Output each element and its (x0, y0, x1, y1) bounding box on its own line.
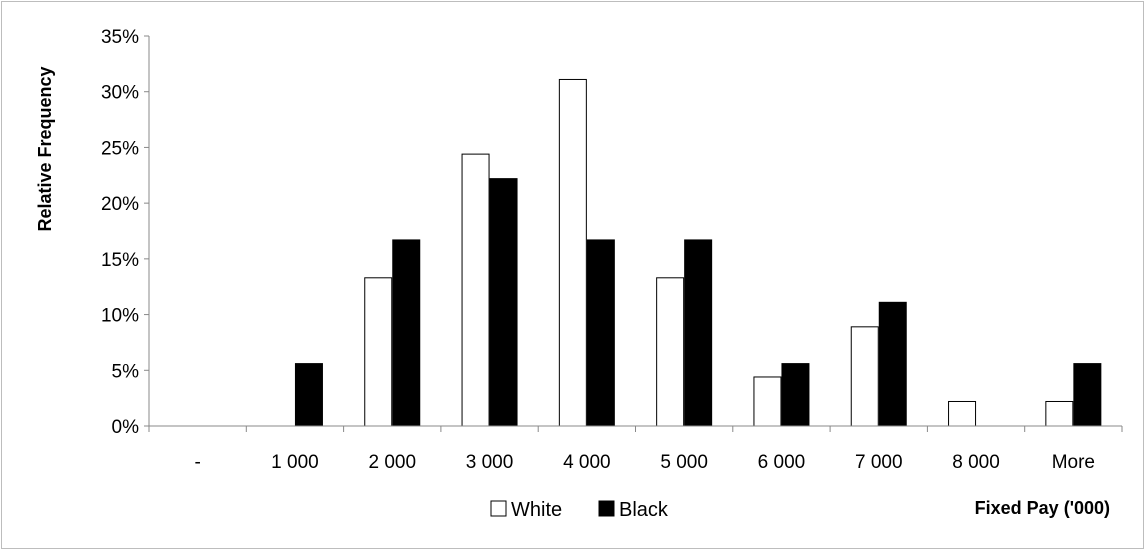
x-tick-label: - (194, 452, 200, 473)
legend-label-black: Black (619, 499, 669, 521)
x-tick-label: 8 000 (952, 452, 1000, 473)
bar-black (586, 239, 615, 427)
bar-white (1045, 400, 1074, 427)
axes-group (144, 35, 1123, 432)
x-axis-title: Fixed Pay ('000) (975, 498, 1110, 518)
x-tick-labels: - 1 000 2 000 3 000 4 000 5 000 6 000 7 000 8 00… (194, 452, 1095, 473)
bar-black (489, 178, 518, 427)
y-tick-label: 0% (112, 417, 140, 438)
bar-black (684, 239, 713, 427)
y-tick-label: 20% (101, 194, 139, 215)
legend: White Black (490, 499, 669, 521)
x-tick-label: 7 000 (855, 452, 903, 473)
legend-label-white: White (511, 499, 562, 521)
bar-white (948, 400, 977, 427)
bar-black (294, 363, 323, 427)
bar-white (753, 376, 782, 427)
bar-white (656, 277, 685, 427)
bar-white (461, 153, 490, 427)
y-tick-labels: 0% 5% 10% 15% 20% 25% 30% 35% (101, 27, 139, 438)
bar-black (878, 301, 907, 427)
y-tick-label: 25% (101, 138, 139, 159)
y-tick-label: 30% (101, 83, 139, 104)
y-axis-title: Relative Frequency (35, 66, 55, 231)
y-tick-label: 15% (101, 250, 139, 271)
bar-black (1073, 363, 1102, 427)
x-tick-label: 2 000 (368, 452, 416, 473)
x-tick-label: 6 000 (758, 452, 806, 473)
bar-white (364, 277, 393, 427)
bar-black (392, 239, 421, 427)
bars-group (294, 78, 1102, 427)
y-tick-label: 10% (101, 306, 139, 327)
legend-swatch-white (490, 500, 507, 517)
x-tick-label: 1 000 (271, 452, 319, 473)
y-tick-label: 35% (101, 27, 139, 48)
bar-white (850, 326, 879, 427)
x-tick-label: 5 000 (660, 452, 708, 473)
bar-black (781, 363, 810, 427)
x-tick-label: More (1052, 452, 1095, 473)
y-tick-label: 5% (112, 361, 140, 382)
bar-white (558, 78, 587, 427)
x-tick-label: 4 000 (563, 452, 611, 473)
x-tick-label: 3 000 (466, 452, 514, 473)
legend-swatch-black (598, 500, 615, 517)
